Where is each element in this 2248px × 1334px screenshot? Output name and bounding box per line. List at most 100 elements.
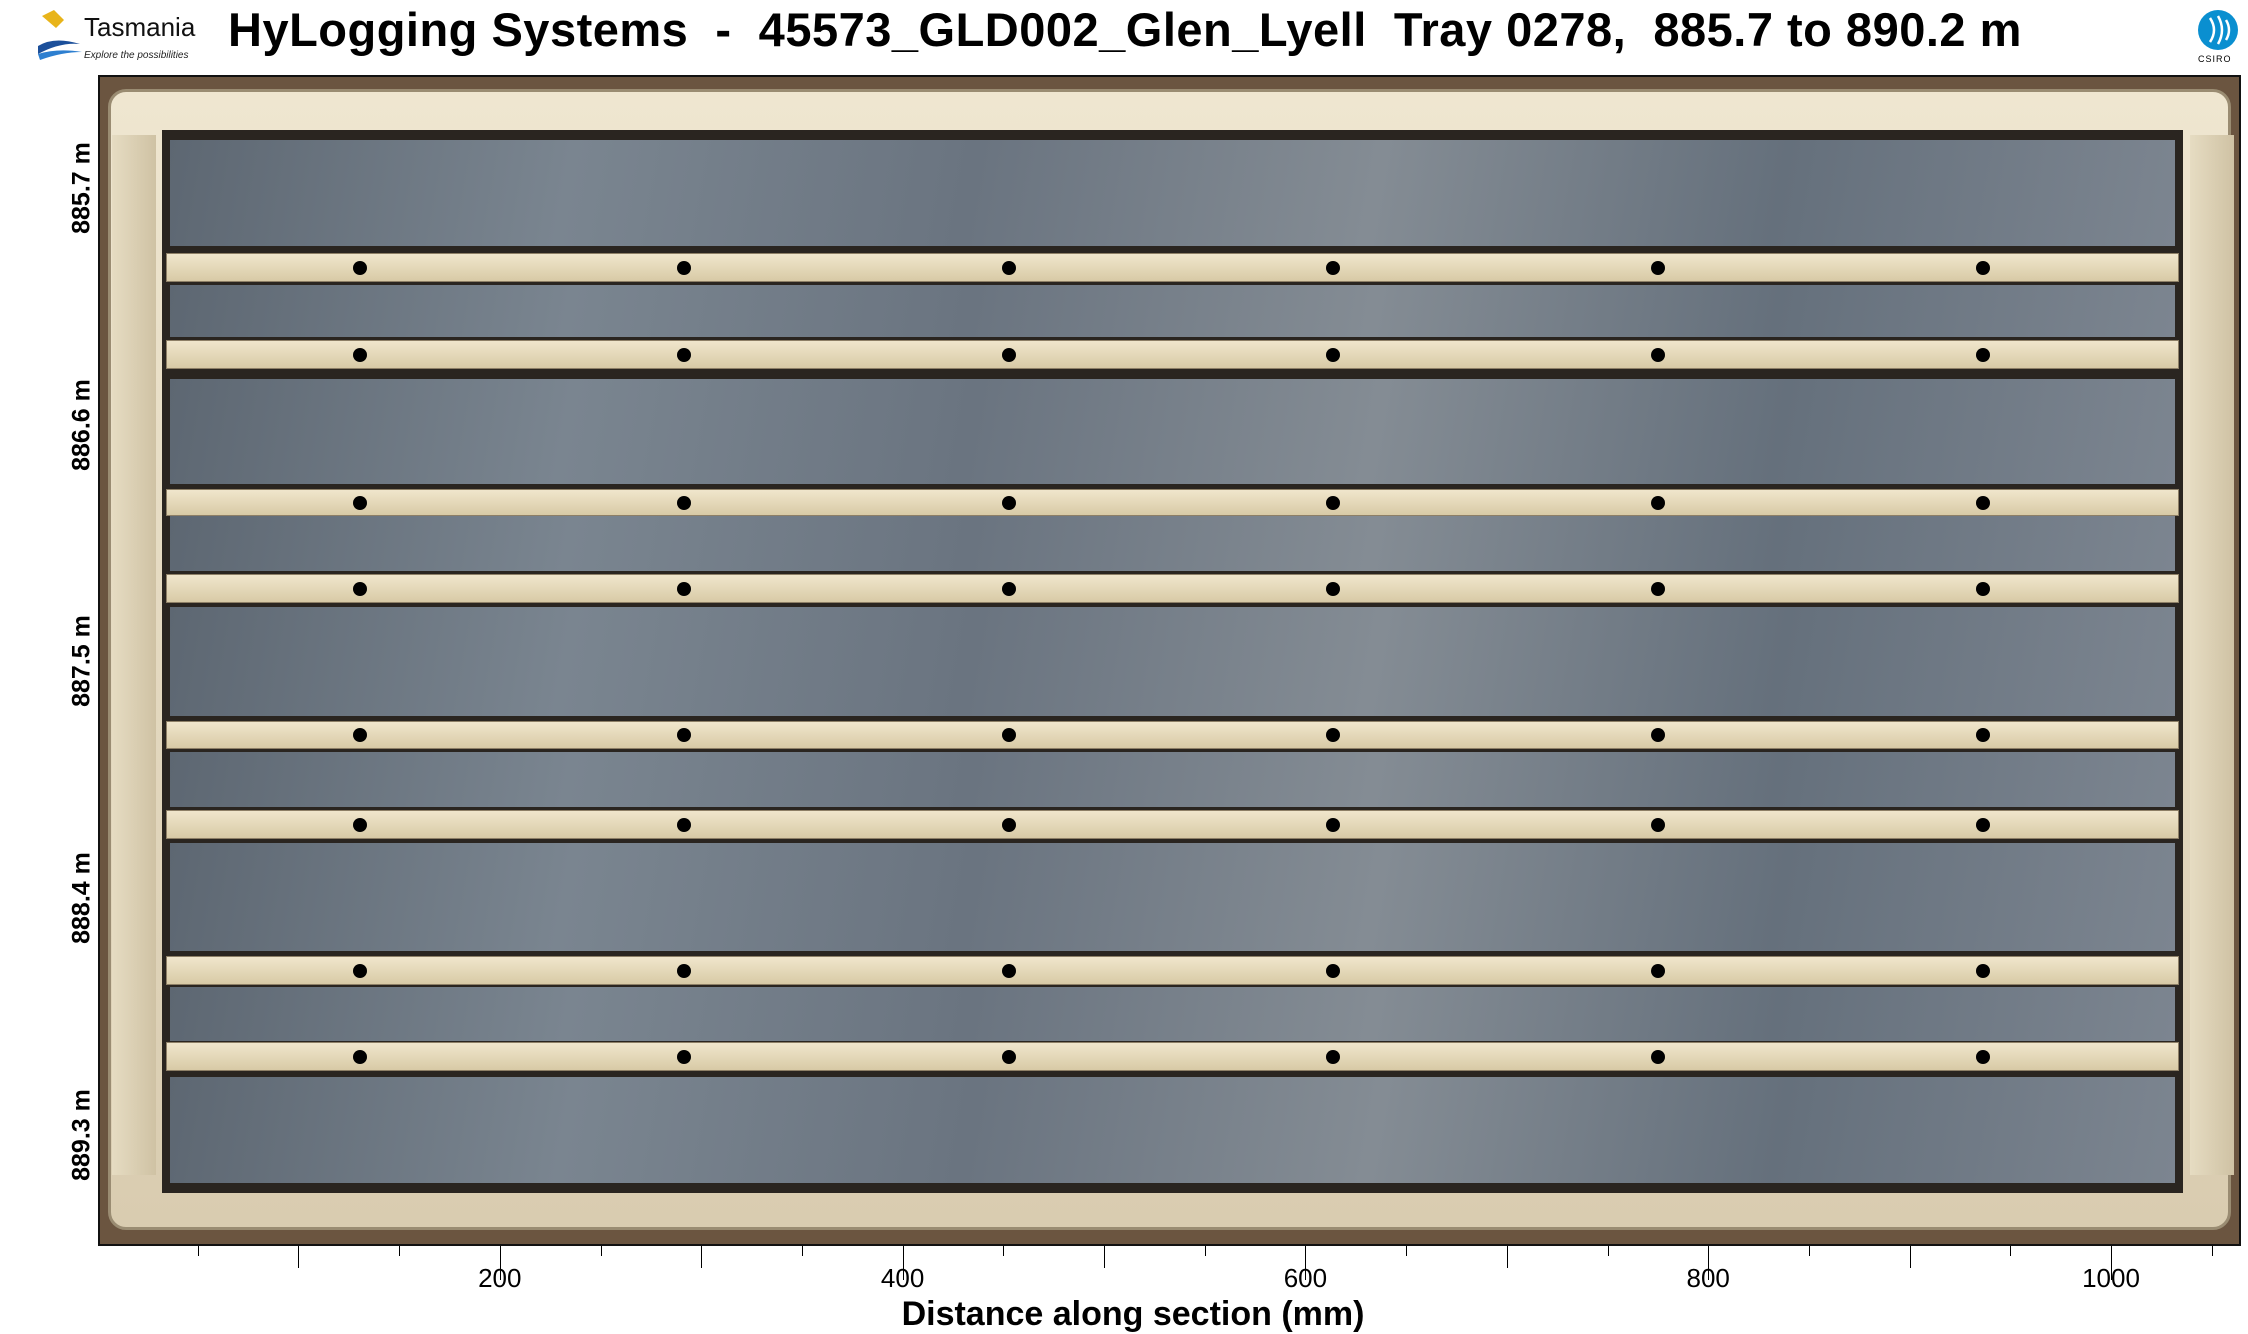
x-tick-label: 200 — [478, 1263, 522, 1293]
x-tick — [600, 1246, 602, 1256]
x-tick — [2010, 1246, 2012, 1256]
marker-dot — [353, 1049, 367, 1064]
tray-right-end — [2190, 135, 2234, 1175]
core-row — [170, 843, 2175, 951]
marker-dot — [677, 817, 691, 832]
marker-dot — [353, 260, 367, 275]
marker-dot — [677, 260, 691, 275]
x-tick — [1003, 1246, 1005, 1256]
tasmania-logo-tagline: Explore the possibilities — [84, 50, 189, 61]
marker-dot — [1326, 817, 1340, 832]
x-tick — [1406, 1246, 1408, 1256]
x-tick — [2211, 1246, 2213, 1256]
tray-divider — [166, 1042, 2179, 1071]
x-tick — [1305, 1246, 1307, 1280]
marker-dot — [1326, 728, 1340, 742]
marker-dot — [1002, 1049, 1016, 1064]
tray-divider — [166, 956, 2179, 985]
marker-dot — [353, 817, 367, 832]
x-tick — [2111, 1246, 2112, 1280]
core-row — [170, 379, 2175, 484]
marker-dot — [1976, 1049, 1990, 1064]
tasmania-logo — [34, 6, 204, 66]
tray-left-end — [112, 135, 156, 1175]
marker-dot — [1002, 963, 1016, 978]
core-row — [170, 607, 2175, 716]
marker-dot — [1326, 347, 1340, 362]
tray-divider — [166, 253, 2179, 282]
x-tick-label: 600 — [1283, 1263, 1328, 1293]
x-tick — [1708, 1246, 1710, 1280]
marker-dot — [1002, 495, 1016, 510]
marker-dot — [1651, 347, 1665, 362]
tray-divider — [166, 810, 2179, 839]
marker-dot — [1976, 495, 1990, 510]
marker-dot — [1976, 963, 1990, 978]
marker-dot — [1651, 728, 1665, 742]
core-row — [170, 752, 2175, 807]
x-tick — [902, 1246, 904, 1280]
y-tick-label: 886.6 m — [67, 378, 96, 471]
tray-divider — [166, 721, 2179, 749]
x-tick-label: 1000 — [2082, 1263, 2140, 1293]
tasmania-emblem-icon — [38, 10, 82, 60]
marker-dot — [353, 347, 367, 362]
tray-divider — [166, 489, 2179, 516]
marker-dot — [1976, 347, 1990, 362]
y-tick-label: 887.5 m — [67, 615, 96, 708]
x-tick — [1204, 1246, 1206, 1256]
marker-dot — [1976, 581, 1990, 596]
core-row — [170, 285, 2175, 337]
y-tick-label: 885.7 m — [67, 142, 96, 234]
marker-dot — [1326, 495, 1340, 510]
marker-dot — [677, 728, 691, 742]
marker-dot — [1651, 260, 1665, 275]
marker-dot — [1002, 347, 1016, 362]
x-tick-label: 400 — [880, 1263, 925, 1293]
marker-dot — [1651, 963, 1665, 978]
x-tick — [399, 1246, 401, 1256]
marker-dot — [1002, 817, 1016, 832]
x-tick — [801, 1246, 803, 1256]
x-tick — [1607, 1246, 1609, 1256]
marker-dot — [353, 581, 367, 596]
marker-dot — [677, 963, 691, 978]
marker-dot — [1651, 495, 1665, 510]
x-axis-title: Distance along section (mm) — [901, 1295, 1365, 1333]
y-tick-label: 889.3 m — [67, 1088, 96, 1181]
x-tick — [1808, 1246, 1810, 1256]
csiro-logo: CSIRO — [2196, 6, 2240, 66]
core-row — [170, 516, 2175, 571]
marker-dot — [1326, 260, 1340, 275]
tasmania-logo-name: Tasmania — [84, 12, 196, 42]
x-tick — [298, 1246, 300, 1268]
marker-dot — [1326, 963, 1340, 978]
marker-dot — [1002, 728, 1016, 742]
marker-dot — [1976, 260, 1990, 275]
marker-dot — [677, 581, 691, 596]
marker-dot — [353, 495, 367, 510]
tray-divider — [166, 574, 2179, 603]
x-tick — [197, 1246, 199, 1256]
core-row — [170, 140, 2175, 246]
marker-dot — [353, 963, 367, 978]
x-tick-label: 800 — [1686, 1263, 1730, 1293]
marker-dot — [677, 495, 691, 510]
marker-dot — [1002, 260, 1016, 275]
x-tick — [1506, 1246, 1508, 1268]
marker-dot — [1651, 581, 1665, 596]
marker-dot — [677, 347, 691, 362]
x-tick — [1104, 1246, 1105, 1268]
marker-dot — [1002, 581, 1016, 596]
page-title: HyLogging Systems - 45573_GLD002_Glen_Ly… — [228, 3, 2022, 56]
marker-dot — [1976, 817, 1990, 832]
x-tick — [499, 1246, 501, 1280]
marker-dot — [1326, 581, 1340, 596]
marker-dot — [1326, 1049, 1340, 1064]
marker-dot — [1976, 728, 1990, 742]
csiro-logo-text: CSIRO — [2198, 54, 2232, 64]
csiro-emblem-icon — [2198, 10, 2238, 50]
y-tick-label: 888.4 m — [67, 852, 96, 944]
tray-divider — [166, 340, 2179, 369]
x-tick — [701, 1246, 703, 1268]
